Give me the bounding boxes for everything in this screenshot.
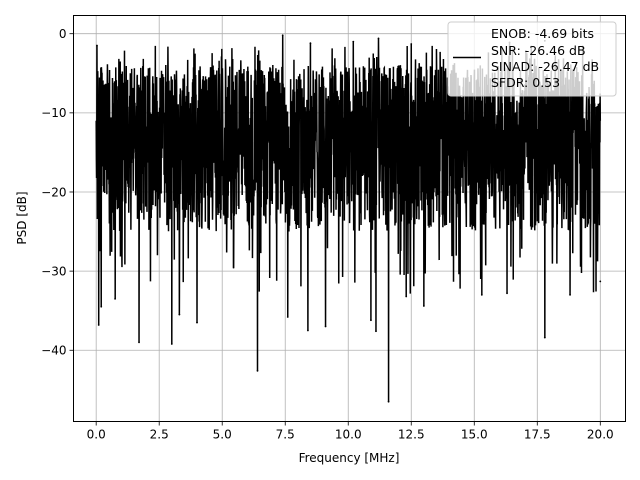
axes-frame [73, 15, 626, 422]
legend-entry-sfdr: SFDR: 0.53 [491, 75, 560, 90]
psd-dip-point [569, 293, 571, 296]
y-tick-label: −10 [41, 106, 66, 120]
legend-box [447, 21, 617, 97]
psd-peak-point [281, 34, 284, 37]
psd-dip-point [114, 297, 116, 300]
psd-plot-area [95, 34, 602, 403]
psd-dip-point [256, 369, 259, 372]
legend-entry-enob: ENOB: -4.69 bits [491, 26, 594, 41]
psd-dip-point [387, 400, 390, 403]
psd-dip-point [370, 319, 372, 322]
psd-dip-point [480, 293, 483, 296]
psd-peak-point [377, 37, 380, 40]
x-tick-label: 15.0 [461, 428, 488, 442]
psd-dip-point [506, 292, 508, 295]
psd-dip-point [543, 336, 546, 339]
psd-dip-point [599, 280, 602, 283]
x-tick-label: 17.5 [524, 428, 551, 442]
psd-dip-point [286, 316, 289, 318]
x-tick-label: 20.0 [587, 428, 614, 442]
x-tick-label: 5.0 [213, 428, 232, 442]
psd-dip-point [138, 341, 140, 344]
y-axis-label: PSD [dB] [15, 191, 29, 244]
psd-peak-point [96, 44, 98, 47]
x-tick-label: 12.5 [398, 428, 425, 442]
psd-series-line [95, 35, 602, 402]
x-tick-label: 10.0 [335, 428, 362, 442]
psd-dip-point [324, 325, 327, 328]
psd-dip-point [196, 321, 198, 324]
legend: ENOB: -4.69 bits SNR: -26.46 dB SINAD: -… [447, 21, 617, 97]
psd-dip-point [97, 324, 100, 326]
y-tick-label: 0 [59, 27, 67, 41]
x-tick-label: 0.0 [87, 428, 106, 442]
psd-dip-point [375, 330, 377, 333]
y-tick-label: −40 [41, 344, 66, 358]
psd-peak-point [309, 42, 312, 45]
legend-entry-sinad: SINAD: -26.47 dB [491, 59, 599, 74]
psd-dip-point [422, 305, 425, 307]
y-tick-label: −20 [41, 185, 66, 199]
psd-dip-point [100, 305, 103, 308]
psd-dip-point [178, 313, 181, 316]
y-tick-label: −30 [41, 264, 66, 278]
psd-dip-point [405, 295, 408, 298]
x-tick-label: 2.5 [150, 428, 169, 442]
psd-dip-point [170, 343, 173, 345]
x-tick-label: 7.5 [276, 428, 295, 442]
legend-entry-snr: SNR: -26.46 dB [491, 43, 586, 58]
psd-peak-point [410, 43, 413, 45]
psd-dip-point [307, 329, 309, 332]
axis-ticks: 0.0 2.5 5.0 7.5 10.0 12.5 15.0 17.5 20.0 0 −10 −20 −… [41, 27, 613, 442]
x-axis-label: Frequency [MHz] [299, 451, 400, 465]
psd-peak-point [352, 40, 355, 43]
